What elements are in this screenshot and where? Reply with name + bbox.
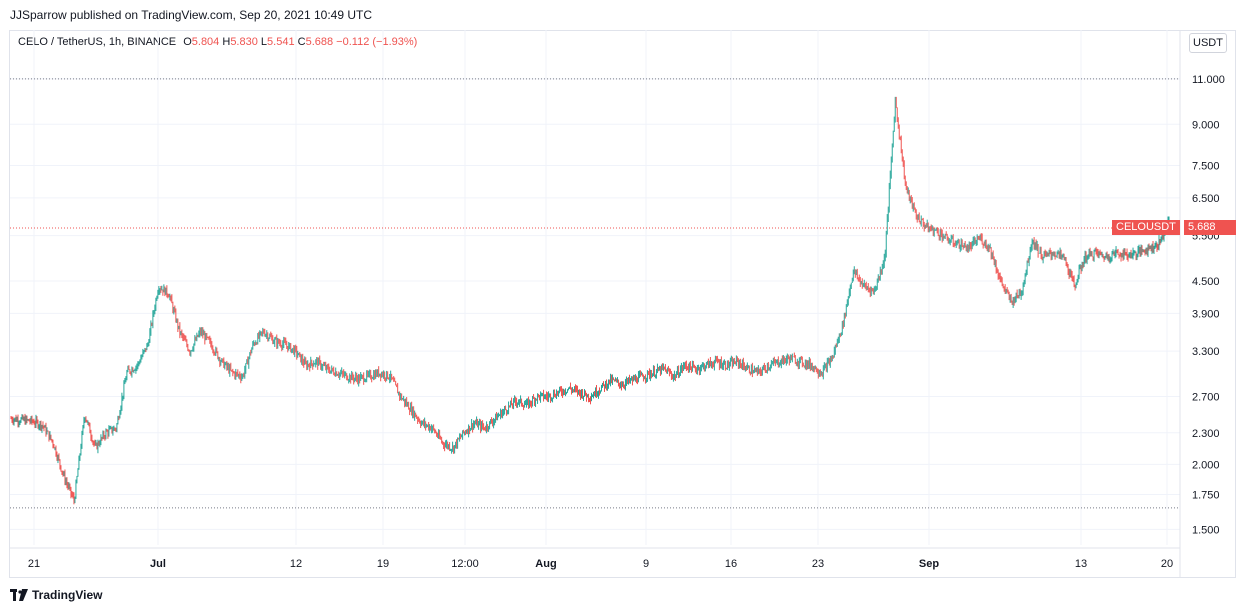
- close-value: 5.688: [305, 36, 334, 48]
- high-value: 5.830: [230, 36, 258, 48]
- y-tick-label: 11.000: [1192, 74, 1225, 86]
- y-tick-label: 1.500: [1192, 524, 1220, 536]
- x-tick-label: Sep: [919, 558, 939, 570]
- x-tick-label: 12:00: [451, 558, 479, 570]
- high-label: H: [222, 36, 231, 48]
- current-price-tag: 5.688: [1184, 220, 1236, 236]
- y-tick-label: 2.700: [1192, 391, 1220, 403]
- x-tick-label: 20: [1161, 558, 1173, 570]
- footer-brand: TradingView: [32, 588, 103, 602]
- symbol-label[interactable]: CELO / TetherUS, 1h, BINANCE: [18, 36, 177, 48]
- y-tick-label: 3.300: [1192, 346, 1220, 358]
- y-tick-label: 2.000: [1192, 459, 1220, 471]
- y-tick-label: 1.750: [1192, 490, 1220, 502]
- y-tick-label: 2.300: [1192, 428, 1220, 440]
- publisher-line: JJSparrow published on TradingView.com, …: [10, 8, 372, 22]
- x-tick-label: 16: [725, 558, 737, 570]
- symbol-price-tag: CELOUSDT: [1112, 220, 1180, 236]
- x-tick-label: 9: [643, 558, 649, 570]
- ohlc-legend: CELO / TetherUS, 1h, BINANCE O5.804 H5.8…: [18, 36, 417, 48]
- x-tick-label: 23: [812, 558, 824, 570]
- open-label: O: [183, 36, 192, 48]
- close-label: C: [297, 36, 306, 48]
- y-tick-label: 9.000: [1192, 119, 1220, 131]
- footer: TradingView: [10, 588, 102, 602]
- currency-axis-button[interactable]: USDT: [1189, 33, 1227, 53]
- x-tick-label: 19: [377, 558, 389, 570]
- low-label: L: [260, 36, 268, 48]
- y-tick-label: 4.500: [1192, 276, 1220, 288]
- low-value: 5.541: [267, 36, 295, 48]
- y-tick-label: 7.500: [1192, 160, 1220, 172]
- x-tick-label: 13: [1075, 558, 1087, 570]
- change-value: −0.112 (−1.93%): [336, 36, 418, 48]
- x-tick-label: Jul: [150, 558, 166, 570]
- tradingview-logo-icon: [10, 589, 28, 601]
- x-tick-label: Aug: [535, 558, 556, 570]
- open-value: 5.804: [191, 36, 220, 48]
- chart-frame: [9, 30, 1236, 578]
- y-tick-label: 3.900: [1192, 308, 1220, 320]
- x-tick-label: 12: [290, 558, 302, 570]
- y-tick-label: 6.500: [1192, 193, 1220, 205]
- x-tick-label: 21: [28, 558, 40, 570]
